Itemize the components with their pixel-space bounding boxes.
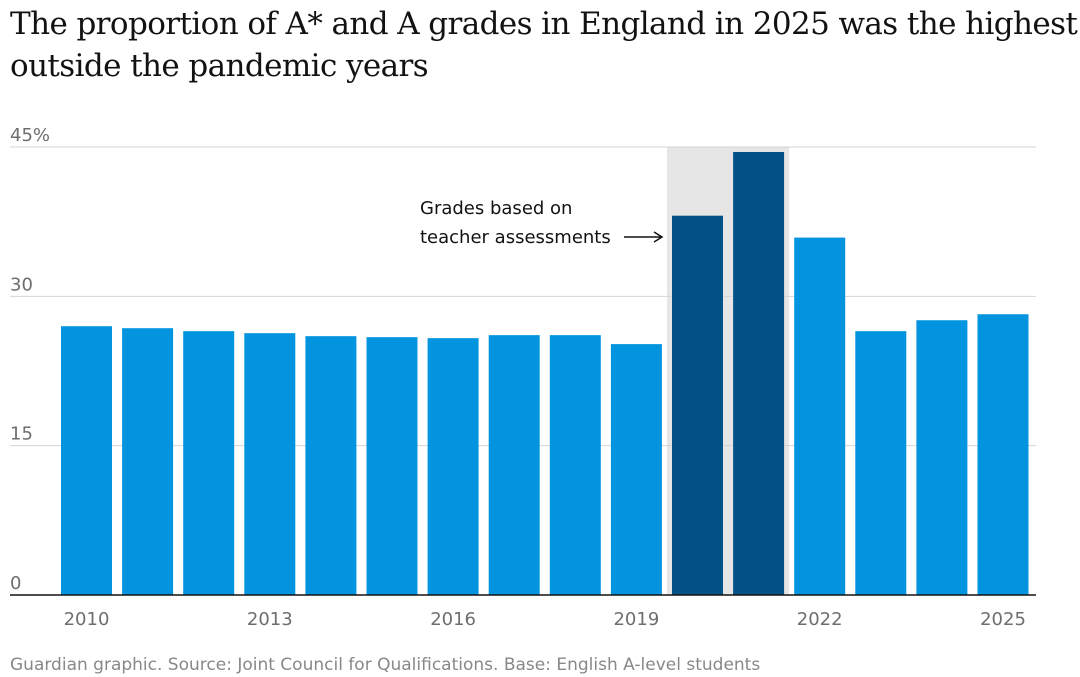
- bar-2012: [183, 331, 235, 595]
- bar-chart: 0 15 30 45% 2010 2013 2016 2019 2022 2025 Grades…: [10, 125, 1036, 630]
- bar-2013: [244, 333, 296, 595]
- y-tick-label: 30: [10, 274, 33, 295]
- bar-2020: [672, 215, 723, 595]
- y-axis-labels: 0 15 30 45%: [10, 125, 50, 594]
- bar-2014: [305, 336, 357, 595]
- bar-2022: [794, 237, 846, 595]
- y-tick-label: 45%: [10, 125, 50, 146]
- bar-2015: [366, 337, 418, 595]
- bar-2010: [61, 326, 112, 595]
- bar-layer: [61, 151, 1029, 595]
- x-tick-label: 2019: [613, 609, 659, 630]
- x-tick-label: 2025: [980, 609, 1026, 630]
- bar-2011: [122, 328, 174, 595]
- bar-2017: [488, 335, 540, 595]
- source-note: Guardian graphic. Source: Joint Council …: [10, 655, 761, 675]
- annotation-line-2: teacher assessments: [420, 227, 611, 248]
- x-tick-label: 2022: [797, 609, 843, 630]
- y-tick-label: 0: [10, 573, 21, 594]
- annotation: Grades based on teacher assessments: [420, 198, 664, 248]
- chart-headline: The proportion of A* and A grades in Eng…: [10, 3, 1078, 87]
- bar-2024: [916, 320, 968, 595]
- bar-2019: [610, 344, 662, 595]
- bar-2021: [733, 151, 785, 595]
- chart-headline-line-1: The proportion of A* and A grades in Eng…: [10, 6, 1078, 42]
- annotation-line-1: Grades based on: [420, 198, 572, 219]
- x-tick-label: 2013: [247, 609, 293, 630]
- bar-2023: [855, 331, 907, 595]
- annotation-arrow: [624, 231, 664, 243]
- x-tick-label: 2016: [430, 609, 476, 630]
- x-tick-label: 2010: [64, 609, 110, 630]
- bar-2018: [549, 335, 601, 595]
- x-axis-labels: 2010 2013 2016 2019 2022 2025: [64, 609, 1026, 630]
- bar-2025: [977, 314, 1029, 595]
- bar-2016: [427, 338, 479, 595]
- y-tick-label: 15: [10, 424, 33, 445]
- chart-headline-line-2: outside the pandemic years: [10, 48, 429, 84]
